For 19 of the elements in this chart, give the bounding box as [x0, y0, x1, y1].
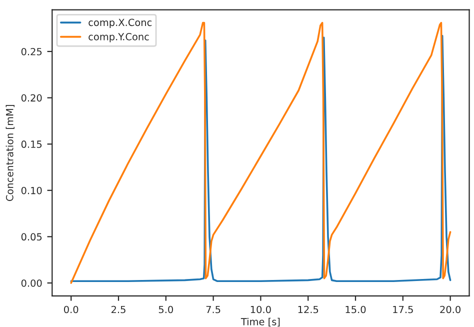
y-tick-label: 0.00: [21, 279, 42, 287]
x-tick-label: 5.0: [158, 306, 173, 314]
y-axis-title: Concentration [mM]: [6, 105, 14, 201]
x-tick-label: 7.5: [206, 306, 220, 314]
y-tick-label: 0.25: [21, 48, 42, 56]
legend-label: comp.X.Conc: [88, 18, 152, 28]
y-tick-label: 0.20: [21, 94, 42, 102]
y-tick-label: 0.10: [21, 186, 42, 194]
x-tick-label: 10.0: [250, 306, 271, 314]
y-tick-label: 0.05: [21, 233, 42, 241]
x-axis-title: Time [s]: [240, 318, 280, 327]
x-tick-label: 15.0: [346, 306, 366, 314]
x-tick-label: 12.5: [298, 306, 318, 314]
legend-label: comp.Y.Conc: [88, 33, 149, 42]
y-tick-label: 0.15: [21, 140, 42, 148]
x-tick-label: 17.5: [393, 306, 413, 314]
x-tick-label: 0.0: [64, 306, 78, 314]
x-tick-label: 20.0: [440, 306, 460, 314]
x-tick-label: 2.5: [111, 306, 126, 314]
